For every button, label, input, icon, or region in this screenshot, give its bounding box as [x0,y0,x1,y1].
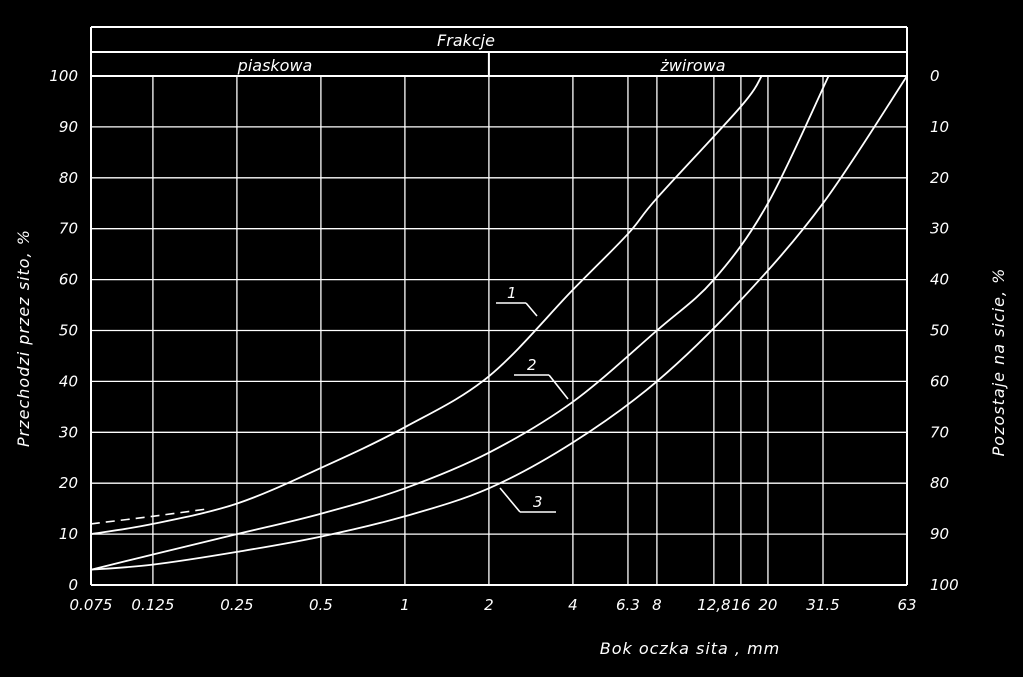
y-tick-label-left: 60 [59,271,78,289]
x-tick-label: 2 [484,596,494,614]
y-tick-label-left: 100 [49,67,78,85]
y-tick-label-left: 90 [59,118,78,136]
y-tick-label-right: 30 [930,220,949,238]
fraction-label-gravel: żwirowa [659,56,725,75]
curve-2-label: 2 [527,356,537,374]
y-tick-label-left: 20 [59,474,78,492]
x-tick-label: 8 [652,596,662,614]
curve-3-label: 3 [533,493,543,511]
series-line-1 [90,75,763,535]
series-layer [90,75,908,571]
x-tick-label: 1 [400,596,410,614]
y-tick-label-right: 60 [930,372,949,390]
series-line-2 [90,75,830,571]
y-tick-label-left: 80 [59,169,78,187]
y-tick-label-right: 40 [930,271,949,289]
x-tick-label: 4 [568,596,578,614]
y-tick-label-right: 70 [930,423,949,441]
y-tick-label-left: 0 [68,576,78,594]
y-tick-label-left: 50 [59,322,78,340]
y-tick-label-right: 90 [930,525,949,543]
y-tick-label-right: 50 [930,322,949,340]
curve-1-leader-pointer [525,302,538,317]
curve-labels [496,302,569,513]
series-line-3 [90,75,908,571]
dashed-curve-segment [90,507,211,525]
x-tick-label: 63 [897,596,916,614]
curve-1-label: 1 [507,284,517,302]
x-tick-label: 0.075 [70,596,113,614]
x-tick-label: 12,8 [697,596,730,614]
curve-2-leader-pointer [548,374,569,400]
y-axis-title-right: Pozostaje na sicie, % [989,268,1008,457]
x-tick-label: 16 [731,596,750,614]
x-tick-label: 0.5 [309,596,333,614]
header-title: Frakcje [437,31,495,50]
x-axis-title: Bok oczka sita , mm [600,639,781,658]
x-tick-label: 31.5 [806,596,839,614]
y-axis-title-left: Przechodzi przez sito, % [14,229,33,447]
x-tick-label: 0.125 [131,596,174,614]
y-tick-label-left: 30 [59,423,78,441]
fraction-label-sand: piaskowa [237,56,313,75]
y-tick-label-right: 20 [930,169,949,187]
tick-labels: 0102030405060708090100100908070605040302… [49,67,958,614]
grid [90,75,908,586]
y-tick-label-left: 10 [59,525,78,543]
curve-3-leader-pointer [499,487,521,513]
y-tick-label-right: 80 [930,474,949,492]
y-tick-label-right: 10 [930,118,949,136]
y-tick-label-left: 70 [59,220,78,238]
x-tick-label: 6.3 [616,596,640,614]
x-tick-label: 0.25 [220,596,253,614]
y-tick-label-left: 40 [59,372,78,390]
y-tick-label-right: 0 [930,67,940,85]
x-tick-label: 20 [758,596,777,614]
y-tick-label-right: 100 [930,576,959,594]
